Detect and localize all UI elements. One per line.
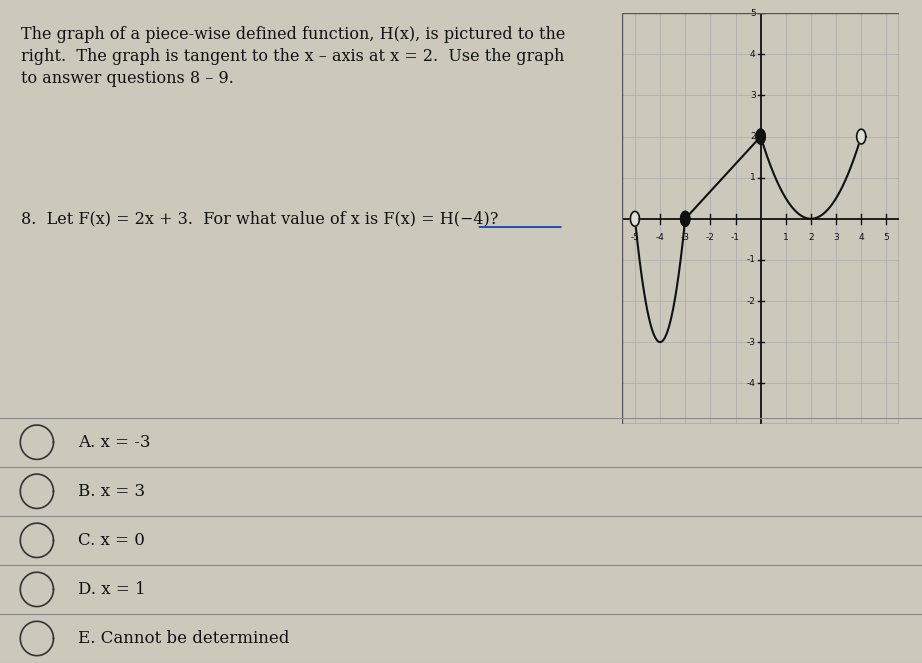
Text: 8.  Let F(x) = 2x + 3.  For what value of x is F(x) = H(−4)?: 8. Let F(x) = 2x + 3. For what value of … <box>21 211 499 227</box>
Text: 1: 1 <box>783 233 788 242</box>
Text: B. x = 3: B. x = 3 <box>78 483 146 500</box>
Polygon shape <box>756 129 765 144</box>
Text: -4: -4 <box>747 379 756 388</box>
Polygon shape <box>631 211 640 226</box>
Text: 2: 2 <box>750 132 756 141</box>
Text: 1: 1 <box>750 173 756 182</box>
Polygon shape <box>680 211 690 226</box>
Text: -2: -2 <box>747 296 756 306</box>
Text: -3: -3 <box>680 233 690 242</box>
Text: 5: 5 <box>750 9 756 18</box>
Text: The graph of a piece-wise defined function, H(x), is pictured to the
right.  The: The graph of a piece-wise defined functi… <box>21 26 565 87</box>
Text: 4: 4 <box>750 50 756 59</box>
Text: -5: -5 <box>631 233 640 242</box>
Text: -1: -1 <box>747 255 756 265</box>
Polygon shape <box>857 129 866 144</box>
Text: -3: -3 <box>747 337 756 347</box>
Text: 2: 2 <box>808 233 814 242</box>
Text: 4: 4 <box>858 233 864 242</box>
Text: 5: 5 <box>883 233 889 242</box>
Text: -4: -4 <box>656 233 665 242</box>
Text: D. x = 1: D. x = 1 <box>78 581 146 598</box>
Text: C. x = 0: C. x = 0 <box>78 532 146 549</box>
Text: 3: 3 <box>833 233 839 242</box>
Text: -1: -1 <box>731 233 740 242</box>
Text: A. x = -3: A. x = -3 <box>78 434 151 451</box>
Text: -2: -2 <box>706 233 715 242</box>
Text: E. Cannot be determined: E. Cannot be determined <box>78 630 290 647</box>
Text: 3: 3 <box>750 91 756 100</box>
